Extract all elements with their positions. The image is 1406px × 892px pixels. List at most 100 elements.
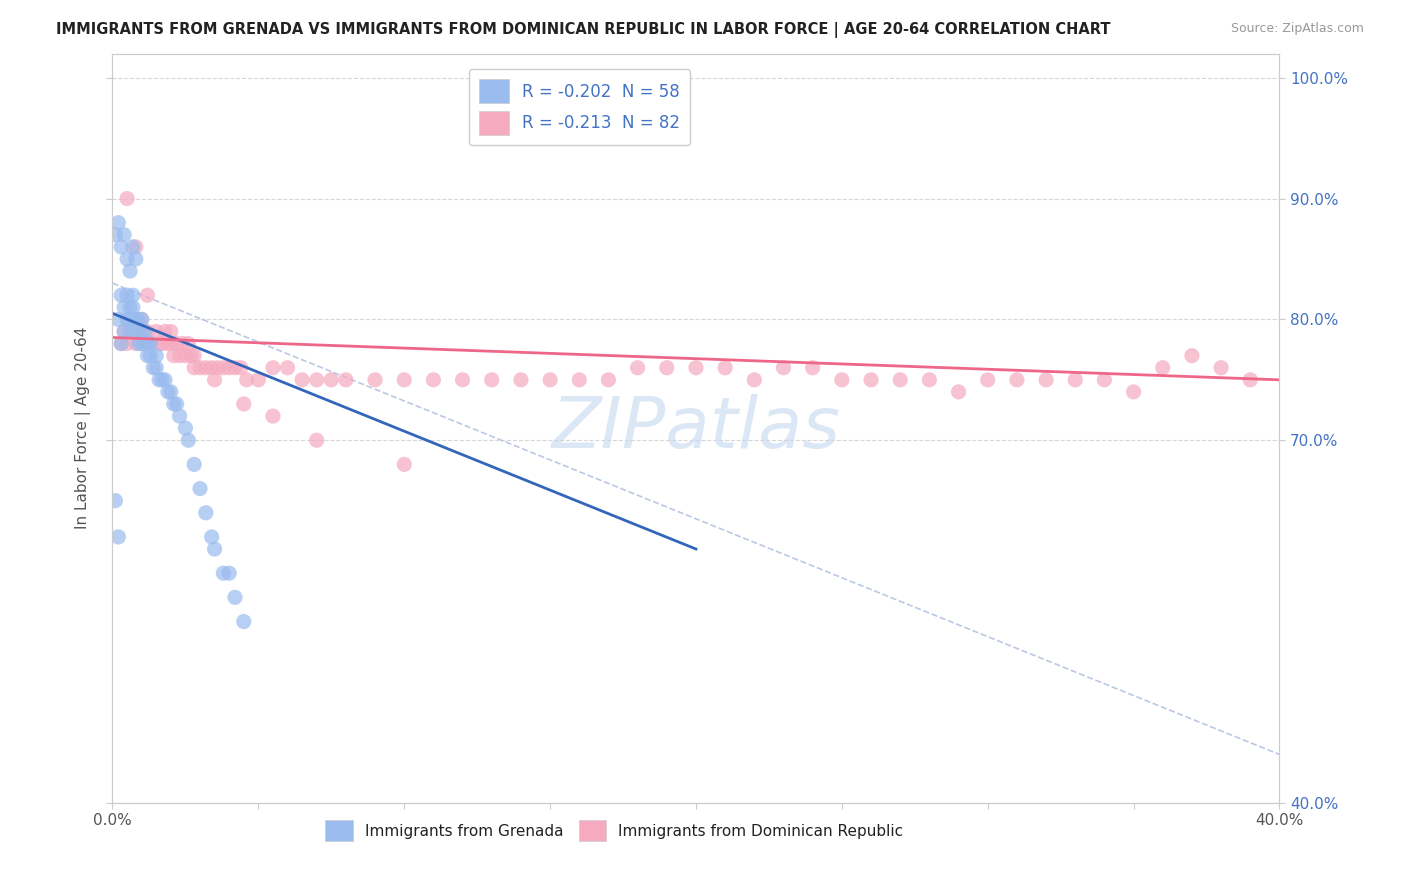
Point xyxy=(1181,349,1204,363)
Point xyxy=(156,336,179,351)
Point xyxy=(145,360,167,375)
Y-axis label: In Labor Force | Age 20-64: In Labor Force | Age 20-64 xyxy=(75,327,91,529)
Point xyxy=(509,373,531,387)
Point xyxy=(174,349,197,363)
Point xyxy=(110,336,132,351)
Point xyxy=(772,360,794,375)
Point xyxy=(201,530,224,544)
Point xyxy=(104,493,127,508)
Point xyxy=(394,373,416,387)
Point xyxy=(655,360,678,375)
Point xyxy=(153,325,176,339)
Point xyxy=(131,312,153,326)
Point xyxy=(125,312,148,326)
Point xyxy=(801,360,824,375)
Point xyxy=(394,458,416,472)
Point xyxy=(422,373,444,387)
Point xyxy=(218,360,240,375)
Point xyxy=(918,373,941,387)
Text: ZIPatlas: ZIPatlas xyxy=(551,393,841,463)
Point xyxy=(145,349,167,363)
Point xyxy=(860,373,883,387)
Point xyxy=(118,312,141,326)
Point xyxy=(1209,360,1232,375)
Point xyxy=(1005,373,1028,387)
Point xyxy=(247,373,270,387)
Point xyxy=(188,360,211,375)
Text: Source: ZipAtlas.com: Source: ZipAtlas.com xyxy=(1230,22,1364,36)
Point xyxy=(131,336,153,351)
Point xyxy=(218,566,240,581)
Point xyxy=(139,349,162,363)
Point xyxy=(131,312,153,326)
Point xyxy=(125,240,148,254)
Point xyxy=(125,252,148,266)
Point xyxy=(150,373,173,387)
Point xyxy=(166,397,188,411)
Point xyxy=(122,240,145,254)
Point xyxy=(224,360,246,375)
Point xyxy=(305,373,328,387)
Point xyxy=(169,409,191,423)
Point xyxy=(128,325,150,339)
Point xyxy=(160,336,183,351)
Point xyxy=(207,360,229,375)
Point xyxy=(364,373,387,387)
Point xyxy=(1035,373,1057,387)
Point xyxy=(125,336,148,351)
Point xyxy=(134,336,156,351)
Point xyxy=(139,336,162,351)
Point xyxy=(451,373,474,387)
Point xyxy=(125,325,148,339)
Point xyxy=(110,336,132,351)
Point xyxy=(177,336,200,351)
Point xyxy=(136,336,159,351)
Point xyxy=(150,336,173,351)
Point xyxy=(131,325,153,339)
Point xyxy=(160,384,183,399)
Point xyxy=(153,373,176,387)
Point xyxy=(112,227,135,242)
Point xyxy=(1239,373,1261,387)
Point xyxy=(136,349,159,363)
Point xyxy=(276,360,298,375)
Point xyxy=(568,373,591,387)
Legend: Immigrants from Grenada, Immigrants from Dominican Republic: Immigrants from Grenada, Immigrants from… xyxy=(319,814,910,847)
Point xyxy=(889,373,911,387)
Point xyxy=(262,409,284,423)
Point xyxy=(180,349,202,363)
Point xyxy=(110,240,132,254)
Point xyxy=(976,373,998,387)
Point xyxy=(321,373,343,387)
Point xyxy=(115,192,138,206)
Point xyxy=(118,264,141,278)
Point xyxy=(118,301,141,315)
Point xyxy=(160,325,183,339)
Point xyxy=(685,360,707,375)
Point xyxy=(627,360,650,375)
Point xyxy=(112,325,135,339)
Point xyxy=(831,373,853,387)
Point xyxy=(115,252,138,266)
Point xyxy=(122,325,145,339)
Point xyxy=(115,312,138,326)
Point xyxy=(714,360,737,375)
Point xyxy=(212,566,235,581)
Point xyxy=(188,482,211,496)
Point xyxy=(291,373,314,387)
Point xyxy=(110,288,132,302)
Point xyxy=(148,373,170,387)
Point xyxy=(148,336,170,351)
Point xyxy=(305,434,328,448)
Point xyxy=(122,301,145,315)
Point xyxy=(1122,384,1144,399)
Point xyxy=(163,397,186,411)
Point xyxy=(224,591,246,605)
Point xyxy=(538,373,561,387)
Point xyxy=(104,227,127,242)
Point xyxy=(481,373,503,387)
Point xyxy=(204,373,226,387)
Point xyxy=(742,373,765,387)
Point xyxy=(1094,373,1116,387)
Point xyxy=(194,506,217,520)
